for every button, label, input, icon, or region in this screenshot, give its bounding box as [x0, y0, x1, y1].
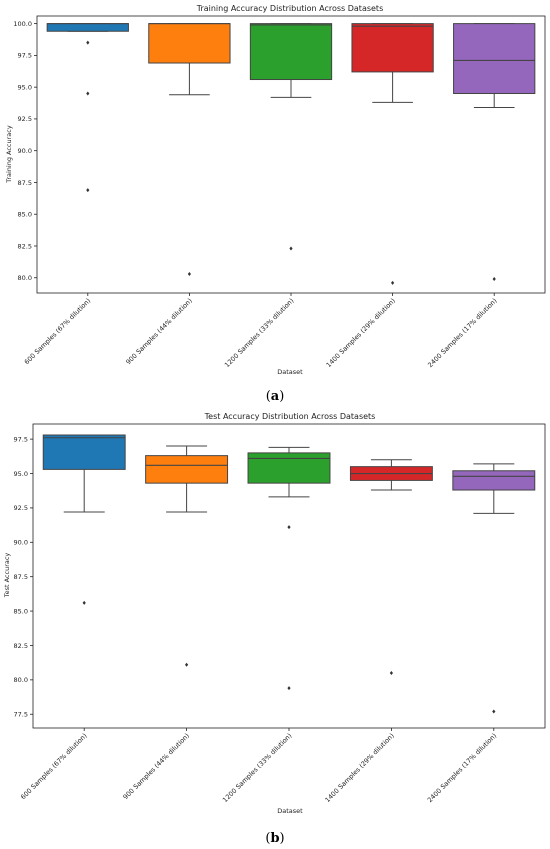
box: [249, 23, 333, 81]
outlier-point: [492, 709, 496, 714]
y-tick-label: 92.5: [14, 504, 28, 512]
panel-a: Training Accuracy Distribution Across Da…: [5, 4, 546, 404]
y-tick-label: 85.0: [18, 211, 32, 219]
y-tick-label: 82.5: [14, 642, 28, 650]
box-group: [46, 23, 129, 193]
caption-a: (a): [266, 389, 285, 404]
chart-a-y-label: Training Accuracy: [5, 125, 13, 184]
box-group: [351, 23, 434, 285]
x-tick-label: 600 Samples (67% dilution): [19, 732, 88, 801]
box-group: [148, 23, 231, 276]
outlier-point: [82, 600, 86, 605]
box: [247, 452, 331, 484]
box: [46, 23, 129, 32]
box-group: [349, 459, 433, 675]
y-tick-label: 90.0: [18, 147, 32, 155]
box-group: [247, 446, 331, 691]
chart-b-y-axis: 77.5 80.0 82.5 85.0 87.5 90.0 92.5 95.0 97.5: [14, 435, 33, 719]
panel-b: Test Accuracy Distribution Across Datase…: [3, 412, 546, 846]
outlier-point: [289, 246, 293, 251]
y-tick-label: 85.0: [14, 607, 28, 615]
y-tick-label: 97.5: [18, 52, 32, 60]
x-tick-label: 900 Samples (44% dilution): [124, 297, 193, 366]
outlier-point: [492, 277, 496, 282]
box-group: [249, 23, 333, 251]
chart-b-boxes: [42, 434, 536, 714]
chart-b-x-label: Dataset: [277, 807, 303, 815]
y-tick-label: 80.0: [18, 274, 32, 282]
x-tick-label: 600 Samples (67% dilution): [23, 297, 92, 366]
outlier-point: [86, 40, 90, 45]
x-tick-label: 1400 Samples (29% dilution): [323, 732, 395, 804]
y-tick-label: 97.5: [14, 435, 28, 443]
caption-b: (b): [265, 831, 284, 846]
box: [145, 455, 229, 484]
outlier-point: [287, 525, 291, 530]
outlier-point: [389, 670, 393, 675]
outlier-point: [287, 686, 291, 691]
y-tick-label: 95.0: [18, 83, 32, 91]
box: [148, 23, 231, 64]
chart-a-title: Training Accuracy Distribution Across Da…: [196, 4, 384, 13]
chart-a-boxes: [46, 23, 536, 285]
chart-b-title: Test Accuracy Distribution Across Datase…: [204, 412, 376, 421]
outlier-point: [185, 662, 189, 667]
chart-a-x-axis: 600 Samples (67% dilution) 900 Samples (4…: [23, 293, 499, 369]
box-group: [453, 23, 536, 282]
y-tick-label: 82.5: [18, 242, 32, 250]
outlier-point: [391, 280, 395, 285]
x-tick-label: 1200 Samples (33% dilution): [223, 297, 295, 369]
box: [351, 23, 434, 73]
chart-a-x-label: Dataset: [277, 368, 303, 376]
y-tick-label: 100.0: [13, 20, 32, 28]
x-tick-label: 900 Samples (44% dilution): [122, 732, 191, 801]
y-tick-label: 92.5: [18, 115, 32, 123]
box: [42, 434, 126, 470]
y-tick-label: 80.0: [14, 676, 28, 684]
x-tick-label: 2400 Samples (17% dilution): [426, 732, 498, 804]
outlier-point: [86, 91, 90, 96]
y-tick-label: 90.0: [14, 539, 28, 547]
chart-b-y-label: Test Accuracy: [3, 553, 11, 599]
box: [452, 470, 536, 491]
x-tick-label: 1400 Samples (29% dilution): [325, 297, 397, 369]
box-group: [452, 463, 536, 714]
x-tick-label: 2400 Samples (17% dilution): [426, 297, 498, 369]
chart-a-y-axis: 80.0 82.5 85.0 87.5 90.0 92.5 95.0 97.5 100.0: [13, 20, 37, 282]
y-tick-label: 87.5: [14, 573, 28, 581]
outlier-point: [187, 271, 191, 276]
box-group: [42, 434, 126, 605]
y-tick-label: 95.0: [14, 470, 28, 478]
outlier-point: [86, 188, 90, 193]
y-tick-label: 77.5: [14, 711, 28, 719]
chart-b-x-axis: 600 Samples (67% dilution) 900 Samples (4…: [19, 728, 498, 804]
box-group: [145, 445, 229, 667]
box: [453, 23, 536, 95]
x-tick-label: 1200 Samples (33% dilution): [221, 732, 293, 804]
y-tick-label: 87.5: [18, 179, 32, 187]
